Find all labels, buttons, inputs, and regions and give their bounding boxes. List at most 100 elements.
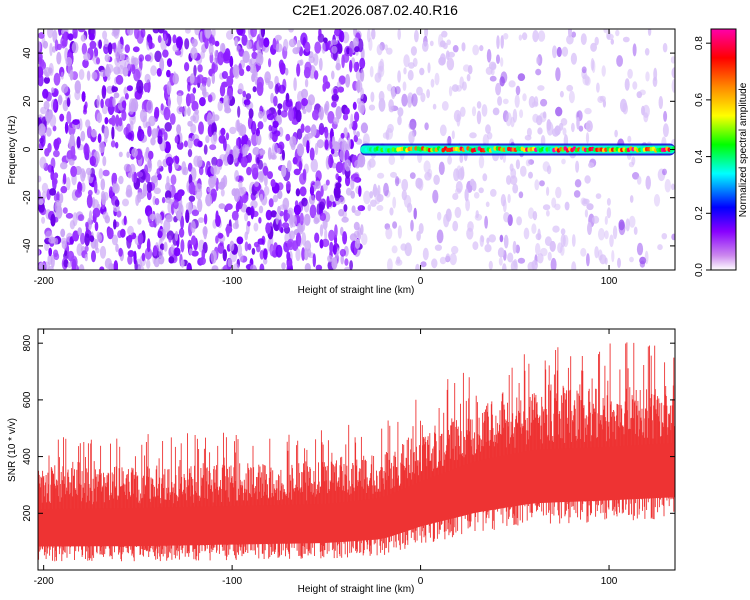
heatmap-cell: [186, 106, 191, 117]
heatmap-cell: [100, 178, 106, 191]
heatmap-cell: [657, 244, 663, 251]
heatmap-cell: [370, 199, 377, 207]
heatmap-cell: [197, 198, 203, 213]
heatmap-cell: [645, 71, 650, 82]
heatmap-cell: [507, 252, 514, 263]
heatmap-cell: [115, 114, 120, 127]
heatmap-cell: [506, 175, 512, 185]
heatmap-cell: [331, 257, 338, 270]
heatmap-cell: [163, 33, 167, 42]
snr-x-tick-label: -100: [222, 576, 242, 587]
heatmap-cell: [223, 95, 230, 108]
heatmap-cell: [270, 210, 278, 218]
heatmap-cell: [528, 207, 535, 219]
heatmap-cell: [42, 40, 49, 49]
heatmap-cell: [167, 96, 171, 109]
heatmap-cell: [83, 104, 87, 113]
heatmap-cell: [56, 205, 63, 219]
heatmap-cell: [372, 183, 378, 197]
heatmap-cell: [631, 156, 636, 166]
heatmap-cell: [288, 107, 294, 122]
heatmap-cell: [377, 172, 385, 179]
heatmap-cell: [547, 251, 552, 261]
heatmap-cell: [104, 117, 109, 125]
heatmap-cell: [354, 209, 361, 217]
heatmap-cell: [66, 111, 72, 124]
heatmap-cell: [535, 243, 541, 255]
heatmap-cell: [38, 32, 45, 39]
heatmap-cell: [337, 86, 344, 93]
heatmap-cell: [112, 181, 118, 192]
heatmap-cell: [366, 29, 371, 43]
heatmap-cell: [217, 100, 223, 112]
heatmap-cell: [151, 128, 158, 139]
heatmap-cell: [594, 246, 599, 259]
heatmap-cell: [531, 260, 538, 270]
heatmap-cell: [476, 110, 482, 125]
heatmap-cell: [102, 156, 107, 167]
heatmap-cell: [74, 80, 82, 94]
heatmap-cell: [197, 140, 203, 148]
heatmap-cell: [83, 143, 90, 157]
heatmap-cell: [542, 204, 551, 211]
heatmap-cell: [88, 33, 95, 41]
heatmap-cell: [472, 44, 480, 56]
heatmap-cell: [424, 172, 432, 181]
heatmap-cell: [178, 106, 185, 113]
heatmap-cell: [52, 98, 59, 113]
heatmap-cell: [344, 258, 349, 266]
heatmap-cell: [226, 30, 234, 40]
heatmap-cell: [60, 161, 68, 170]
heatmap-cell: [570, 52, 578, 65]
heatmap-cell: [489, 75, 497, 82]
snr-x-axis-label: Height of straight line (km): [298, 584, 415, 595]
heatmap-cell: [496, 54, 500, 64]
heatmap-cell: [585, 132, 590, 144]
heatmap-cell: [534, 179, 540, 191]
heatmap-cell: [556, 46, 562, 58]
heatmap-cell: [249, 63, 257, 74]
heatmap-cell: [625, 218, 630, 232]
heatmap-cell: [410, 46, 417, 56]
heatmap-cell: [146, 100, 154, 114]
heatmap-cell: [118, 151, 123, 158]
heatmap-cell: [150, 65, 158, 76]
heatmap-cell: [456, 113, 461, 127]
heatmap-cell: [163, 241, 168, 252]
heatmap-cell: [385, 227, 393, 240]
heatmap-cell: [499, 234, 504, 243]
heatmap-cell: [144, 54, 152, 62]
heatmap-cell: [124, 93, 129, 100]
heatmap-cell: [596, 82, 600, 93]
colorbar-tick-label: 0.2: [694, 206, 705, 220]
heatmap-cell: [322, 83, 327, 92]
heatmap-cell: [289, 230, 296, 240]
heatmap-cell: [132, 46, 140, 53]
heatmap-cell: [502, 98, 509, 105]
heatmap-cell: [275, 43, 283, 53]
heatmap-cell: [225, 203, 233, 210]
heatmap-x-tick-label: -200: [34, 276, 54, 287]
heatmap-cell: [416, 86, 423, 96]
heatmap-cell: [137, 128, 145, 142]
colorbar-tick-label: 0.8: [694, 36, 705, 50]
heatmap-cell: [411, 93, 418, 107]
heatmap-cell: [389, 207, 394, 216]
heatmap-cell: [537, 30, 546, 42]
colorbar-tick-label: 0.6: [694, 92, 705, 106]
heatmap-cell: [478, 187, 484, 194]
heatmap-cell: [471, 106, 477, 117]
heatmap-cell: [418, 223, 424, 234]
snr-y-tick-label: 200: [22, 505, 33, 522]
heatmap-cell: [251, 247, 256, 255]
heatmap-cell: [350, 190, 356, 199]
heatmap-cell: [535, 68, 542, 76]
heatmap-cell: [265, 222, 271, 235]
snr-x-tick-label: 0: [418, 576, 424, 587]
heatmap-cell: [552, 128, 560, 137]
heatmap-y-ticks: -40 -20 0 20 40: [22, 47, 675, 253]
heatmap-cell: [331, 94, 339, 101]
heatmap-cell: [156, 213, 162, 224]
heatmap-cell: [368, 104, 376, 111]
heatmap-cell: [576, 116, 580, 130]
